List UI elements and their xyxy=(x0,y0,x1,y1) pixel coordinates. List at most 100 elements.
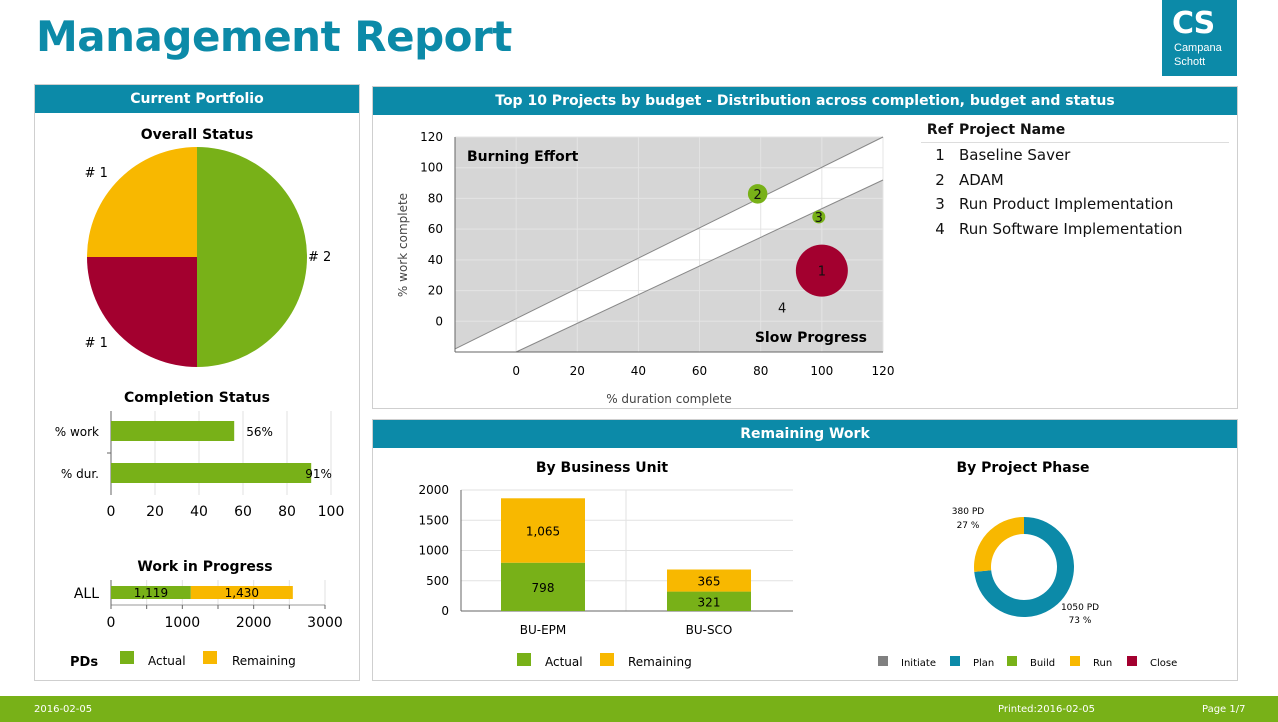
table-row: 4 Run Software Implementation xyxy=(921,217,1229,242)
donut-slice xyxy=(974,517,1024,572)
x-tick-label: 0 xyxy=(107,504,116,520)
x-tick-label: 1000 xyxy=(165,615,201,631)
remaining-work-charts: By Business Unit 0 500 1000 1500 2000 798 1,06… xyxy=(418,460,1177,669)
y-tick-label: 500 xyxy=(426,574,449,588)
x-tick-label: 80 xyxy=(753,364,768,378)
table-row: 1 Baseline Saver xyxy=(921,143,1229,168)
bubble-ref-label: 3 xyxy=(815,211,823,226)
bu-bar-label: 365 xyxy=(698,575,721,589)
donut-label-pct: 73 % xyxy=(1069,616,1092,626)
ref-column-header: Ref xyxy=(926,122,954,138)
bubble-ref-label: 4 xyxy=(778,301,786,316)
bu-bar-segment xyxy=(667,591,751,611)
project-name-cell: Run Product Implementation xyxy=(959,195,1174,213)
completion-bar xyxy=(111,421,235,441)
bubble-ref-label: 1 xyxy=(818,265,826,280)
x-tick-label: 120 xyxy=(872,364,895,378)
y-tick-label: 0 xyxy=(435,314,443,328)
phase-legend-swatch xyxy=(1070,656,1080,666)
y-tick-label: 120 xyxy=(420,130,443,144)
project-bubble xyxy=(795,244,848,297)
x-tick-label: 60 xyxy=(234,504,252,520)
phase-legend-swatch xyxy=(878,656,888,666)
project-name-cell: Baseline Saver xyxy=(959,146,1071,164)
x-tick-label: 20 xyxy=(570,364,585,378)
logo-line1: Campana xyxy=(1174,42,1222,54)
category-label: % work xyxy=(55,425,99,439)
bar-value-label: 56% xyxy=(246,425,273,439)
phase-legend-label: Run xyxy=(1093,658,1112,669)
footer-printed: Printed:2016-02-05 xyxy=(998,704,1095,715)
x-tick-label: 0 xyxy=(107,615,116,631)
donut-slice xyxy=(974,517,1074,617)
phase-legend-swatch xyxy=(950,656,960,666)
table-row: 3 Run Product Implementation xyxy=(921,192,1229,217)
table-row: 2 ADAM xyxy=(921,168,1229,193)
page-title: Management Report xyxy=(36,12,512,61)
x-tick-label: 0 xyxy=(512,364,520,378)
phase-legend-label: Build xyxy=(1030,658,1055,669)
x-tick-label: 40 xyxy=(190,504,208,520)
bu-bar-label: 321 xyxy=(698,595,721,609)
category-label: % dur. xyxy=(61,467,99,481)
y-tick-label: 60 xyxy=(428,222,443,236)
portfolio-panel: Current Portfolio Overall Status # 2 # 1 #… xyxy=(34,84,360,681)
project-ref-table: Ref Project Name 1 Baseline Saver 2 ADAM… xyxy=(921,117,1229,241)
footer-date: 2016-02-05 xyxy=(34,704,93,715)
wip-title: Work in Progress xyxy=(137,559,272,575)
y-tick-label: 1500 xyxy=(418,513,449,527)
y-tick-label: 0 xyxy=(441,604,449,618)
category-label: ALL xyxy=(74,586,99,602)
legend-remaining-swatch xyxy=(203,651,217,664)
zone-label-slow-progress: Slow Progress xyxy=(755,330,867,346)
bubble-ref-label: 2 xyxy=(754,188,762,203)
project-name-cell: ADAM xyxy=(959,170,1004,189)
completion-bar xyxy=(111,463,312,483)
company-logo: CS Campana Schott xyxy=(1162,0,1237,76)
legend-actual-swatch xyxy=(517,653,531,666)
bu-chart-title: By Business Unit xyxy=(536,460,669,476)
zone-label-burning-effort: Burning Effort xyxy=(467,149,579,165)
wip-bar-label: 1,430 xyxy=(225,586,259,600)
overall-status-title: Overall Status xyxy=(141,127,254,143)
y-tick-label: 20 xyxy=(428,284,443,298)
phase-legend-label: Close xyxy=(1150,658,1177,669)
donut-label-value: 380 PD xyxy=(952,507,984,517)
pie-slice-label: # 1 xyxy=(85,336,108,351)
slow-progress-zone xyxy=(516,180,883,352)
bu-bar-segment xyxy=(501,562,585,611)
wip-bar-segment xyxy=(190,586,293,599)
completion-status-title: Completion Status xyxy=(124,390,270,406)
legend-remaining-swatch xyxy=(600,653,614,666)
project-bubble xyxy=(747,184,768,204)
footer-page: Page 1/7 xyxy=(1202,704,1246,715)
phase-chart-title: By Project Phase xyxy=(956,460,1089,476)
legend-remaining-label: Remaining xyxy=(628,655,692,669)
remaining-work-header: Remaining Work xyxy=(373,420,1237,448)
legend-remaining-label: Remaining xyxy=(232,654,296,668)
x-tick-label: 2000 xyxy=(236,615,272,631)
bu-bar-label: 798 xyxy=(532,581,555,595)
x-tick-label: 20 xyxy=(146,504,164,520)
y-tick-label: 80 xyxy=(428,191,443,205)
bu-bar-label: 1,065 xyxy=(526,525,560,539)
portfolio-charts: Overall Status # 2 # 1 # 1 Completion Stat… xyxy=(55,127,345,670)
bu-bar-segment xyxy=(667,569,751,592)
x-tick-label: 100 xyxy=(810,364,833,378)
phase-legend-label: Plan xyxy=(973,658,994,669)
logo-line2: Schott xyxy=(1174,56,1206,68)
y-tick-label: 2000 xyxy=(418,483,449,497)
pds-label: PDs xyxy=(70,655,98,670)
phase-legend-swatch xyxy=(1127,656,1137,666)
phase-legend-swatch xyxy=(1007,656,1017,666)
y-tick-label: 40 xyxy=(428,253,443,267)
portfolio-header: Current Portfolio xyxy=(35,85,359,113)
ref-cell: 4 xyxy=(935,219,945,238)
x-tick-label: 3000 xyxy=(307,615,343,631)
donut-label-pct: 27 % xyxy=(957,521,980,531)
ref-cell: 1 xyxy=(935,146,945,164)
pie-slice xyxy=(87,257,197,367)
x-tick-label: 40 xyxy=(631,364,646,378)
legend-actual-label: Actual xyxy=(148,654,186,668)
pie-slice-label: # 2 xyxy=(308,250,331,265)
